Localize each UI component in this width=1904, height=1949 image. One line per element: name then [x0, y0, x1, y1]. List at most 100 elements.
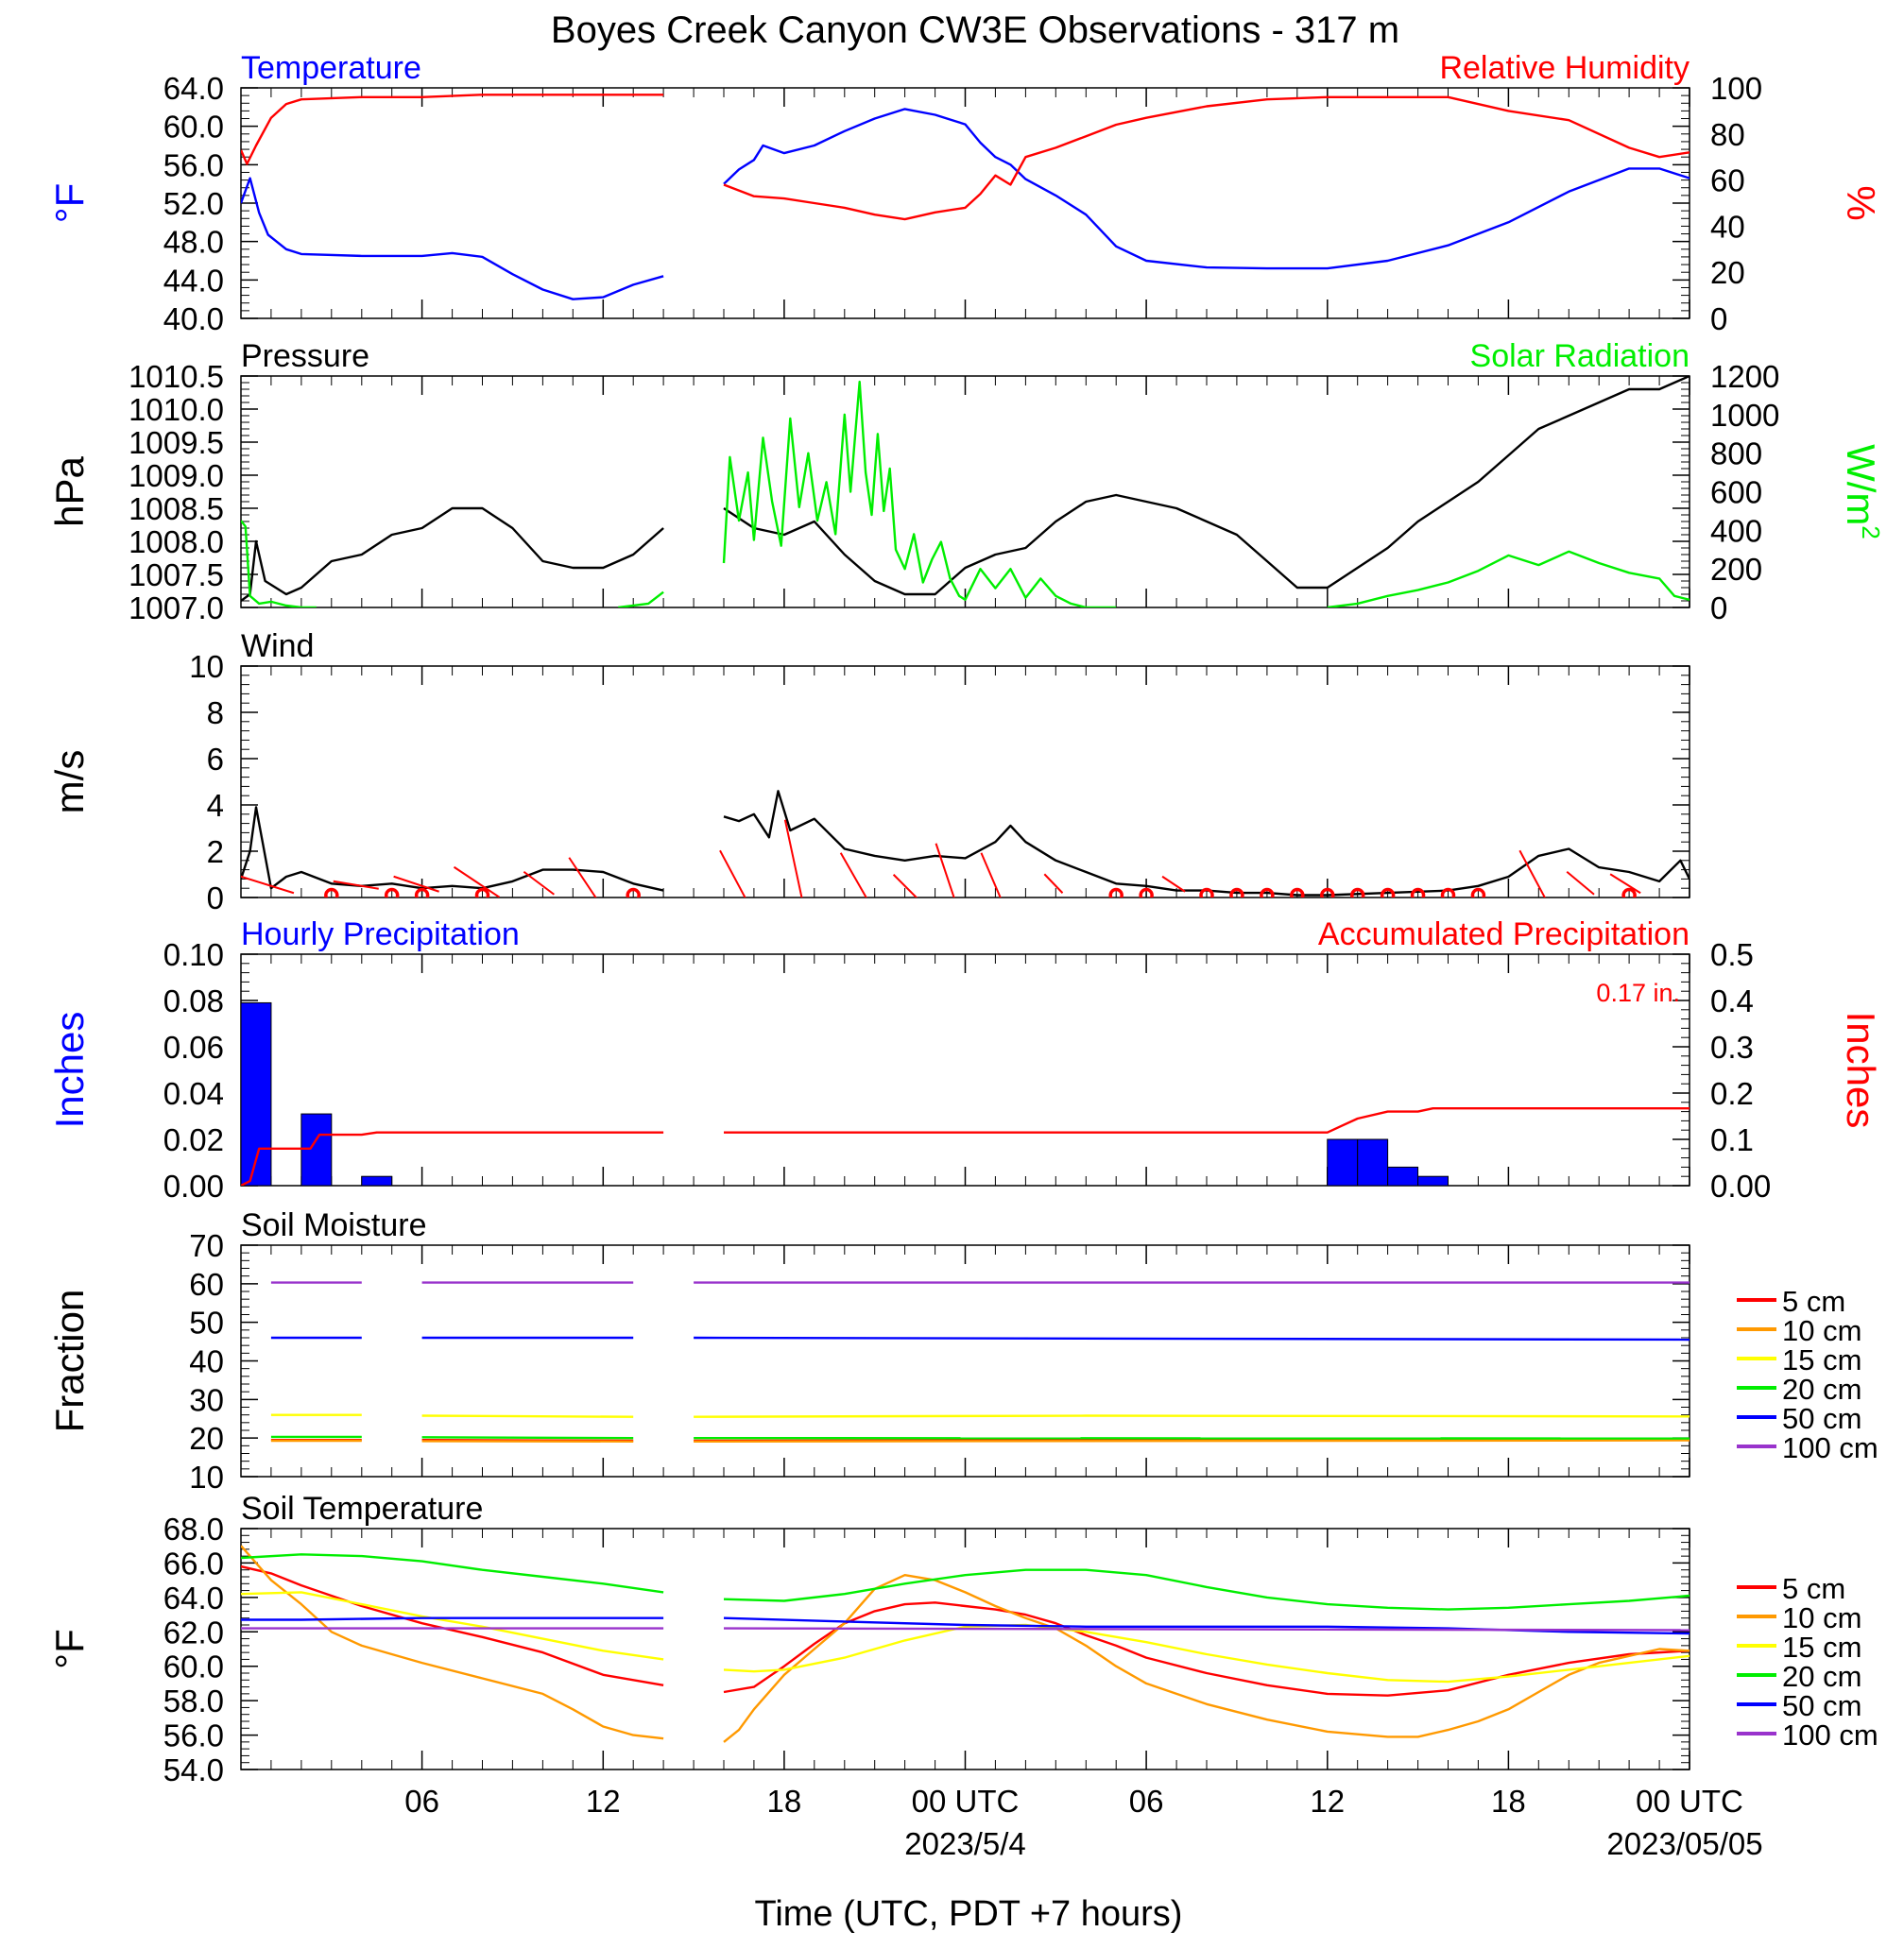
precip-bar	[301, 1114, 332, 1186]
precip-bar	[1328, 1139, 1358, 1186]
x-minor-ticks	[271, 1529, 1659, 1769]
wind-barb	[1567, 872, 1594, 895]
wind-barb	[785, 820, 808, 926]
series-20-cm	[724, 1570, 1690, 1610]
x-minor-ticks	[271, 376, 1659, 607]
y-tick-label-left: 68.0	[163, 1512, 224, 1547]
series-10-cm	[694, 1441, 1690, 1442]
y-tick-label-right: 0.2	[1710, 1076, 1754, 1111]
wind-barb	[1044, 874, 1062, 893]
panel-title-left: Soil Temperature	[241, 1491, 483, 1527]
y-tick-label-left: 4	[207, 788, 224, 823]
x-major-ticks	[422, 666, 1690, 898]
series-50-cm	[241, 1618, 663, 1620]
panel-frame	[241, 88, 1690, 318]
wind-barb	[720, 850, 750, 907]
x-tick-label: 18	[1491, 1784, 1526, 1819]
x-axis-title: Time (UTC, PDT +7 hours)	[755, 1894, 1183, 1934]
x-date-label: 2023/5/4	[904, 1826, 1025, 1861]
y-tick-label-left: 0.04	[163, 1076, 224, 1111]
y-axis-label-right: Inches	[1839, 1012, 1883, 1129]
series-10-cm	[724, 1575, 1690, 1742]
y-tick-label-left: 1007.0	[129, 590, 224, 625]
y-tick-label-left: 58.0	[163, 1684, 224, 1718]
y-axis-label-left: °F	[47, 183, 92, 223]
y-tick-label-right: 1000	[1710, 398, 1779, 433]
y-tick-label-right: 0	[1710, 590, 1727, 625]
panel-data	[241, 376, 1690, 607]
x-tick-label: 18	[767, 1784, 802, 1819]
series-20-cm	[422, 1437, 634, 1438]
y-tick-label-left: 0.00	[163, 1169, 224, 1204]
precip-bar	[362, 1176, 392, 1186]
x-date-label: 2023/05/05	[1606, 1826, 1762, 1861]
series-pressure	[241, 508, 663, 601]
y-tick-label-left: 1009.5	[129, 425, 224, 460]
panel-title-left: Soil Moisture	[241, 1207, 427, 1243]
y-tick-label-right: 0.4	[1710, 983, 1754, 1018]
precip-bar	[1388, 1167, 1418, 1186]
y-axis-label-right: %	[1839, 185, 1883, 220]
y-axis-label-left: hPa	[47, 455, 92, 526]
y-tick-label-left: 30	[189, 1382, 224, 1417]
x-tick-label: 06	[404, 1784, 439, 1819]
series-relative-humidity	[241, 94, 663, 163]
panel-frame	[241, 666, 1690, 898]
y-tick-label-left: 56.0	[163, 1718, 224, 1753]
y-tick-label-right: 100	[1710, 71, 1762, 106]
y-tick-label-left: 2	[207, 834, 224, 869]
series-100-cm	[724, 1629, 1690, 1631]
y-tick-label-left: 10	[189, 1460, 224, 1495]
legend-label: 5 cm	[1782, 1285, 1845, 1318]
x-major-ticks	[422, 88, 1690, 318]
series-temperature	[241, 179, 663, 299]
series-50-cm	[694, 1338, 1690, 1340]
y-axis-label-left: m/s	[47, 750, 92, 814]
panel-4: 0.100.080.060.040.020.000.50.40.30.20.10…	[47, 916, 1883, 1204]
y-tick-label-right: 0.00	[1710, 1169, 1771, 1204]
legend-label: 10 cm	[1782, 1314, 1861, 1347]
panel-title-left: Wind	[241, 628, 314, 664]
y-tick-label-right: 0.1	[1710, 1122, 1754, 1157]
y-tick-label-left: 60.0	[163, 110, 224, 145]
panel-data	[241, 1002, 1690, 1186]
legend-label: 10 cm	[1782, 1601, 1861, 1634]
wind-barb	[569, 858, 599, 903]
y-tick-label-right: 60	[1710, 163, 1745, 198]
series-15-cm	[422, 1416, 634, 1417]
panel-1: 64.060.056.052.048.044.040.0100806040200…	[47, 50, 1883, 336]
y-tick-label-left: 1010.5	[129, 359, 224, 394]
y-tick-label-left: 0.08	[163, 983, 224, 1018]
x-major-ticks	[422, 376, 1690, 607]
y-tick-label-left: 50	[189, 1306, 224, 1341]
x-minor-ticks	[271, 954, 1659, 1186]
x-tick-label: 12	[1310, 1784, 1345, 1819]
wind-barb	[894, 875, 924, 905]
y-tick-label-left: 62.0	[163, 1615, 224, 1650]
panel-title-right: Accumulated Precipitation	[1318, 916, 1690, 952]
y-tick-label-right: 800	[1710, 436, 1762, 471]
wind-barb	[523, 872, 554, 895]
panel-data	[233, 791, 1690, 925]
panel-data	[271, 1283, 1690, 1442]
x-tick-label: 06	[1129, 1784, 1164, 1819]
series-wind	[724, 791, 1690, 895]
legend-label: 50 cm	[1782, 1689, 1861, 1722]
panel-data	[241, 1546, 1690, 1742]
y-tick-label-right: 200	[1710, 552, 1762, 587]
y-tick-label-left: 0	[207, 880, 224, 915]
series-15-cm	[241, 1592, 663, 1659]
series-relative-humidity	[724, 97, 1690, 219]
series-solar-radiation	[724, 382, 1116, 607]
panel-title-left: Temperature	[241, 50, 421, 86]
y-tick-label-left: 1010.0	[129, 392, 224, 427]
precip-bar	[1418, 1176, 1449, 1186]
y-tick-label-right: 0.3	[1710, 1030, 1754, 1065]
y-tick-label-left: 40	[189, 1344, 224, 1379]
y-tick-label-left: 48.0	[163, 225, 224, 260]
legend-label: 100 cm	[1782, 1718, 1878, 1752]
legend-label: 15 cm	[1782, 1631, 1861, 1664]
